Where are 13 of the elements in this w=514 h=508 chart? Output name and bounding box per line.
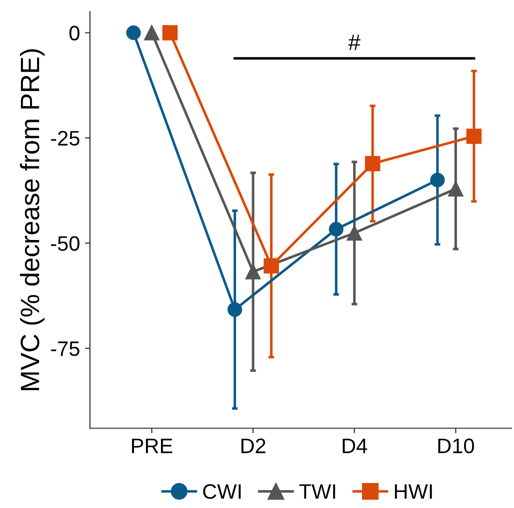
x-tick-label: D2 — [241, 438, 266, 454]
x-tick-label: D4 — [342, 438, 368, 454]
annotation: # — [348, 34, 360, 50]
x-tick-label: PRE — [132, 438, 172, 454]
y-tick-label: -25 — [51, 130, 80, 146]
x-tick-label: D10 — [438, 438, 474, 454]
legend-label: TWI — [299, 484, 336, 499]
y-tick-label: -75 — [51, 342, 80, 356]
y-tick-label: 0 — [69, 26, 80, 40]
legend-label: HWI — [394, 484, 432, 499]
y-tick-label: -50 — [51, 236, 80, 251]
y-axis-title: MVC (% decrease from PRE) — [20, 49, 45, 390]
legend-label: CWI — [203, 484, 241, 499]
